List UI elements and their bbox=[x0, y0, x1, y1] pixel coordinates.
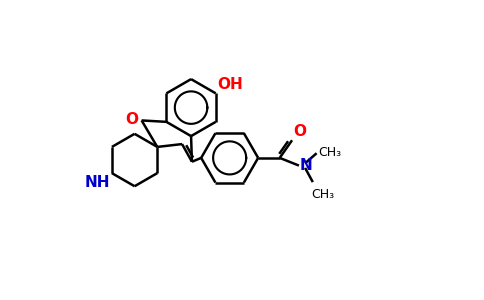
Text: NH: NH bbox=[85, 176, 110, 190]
Text: O: O bbox=[125, 112, 138, 127]
Text: N: N bbox=[300, 158, 313, 173]
Text: CH₃: CH₃ bbox=[311, 188, 334, 201]
Text: OH: OH bbox=[217, 77, 243, 92]
Text: CH₃: CH₃ bbox=[318, 146, 341, 159]
Text: O: O bbox=[293, 124, 306, 139]
